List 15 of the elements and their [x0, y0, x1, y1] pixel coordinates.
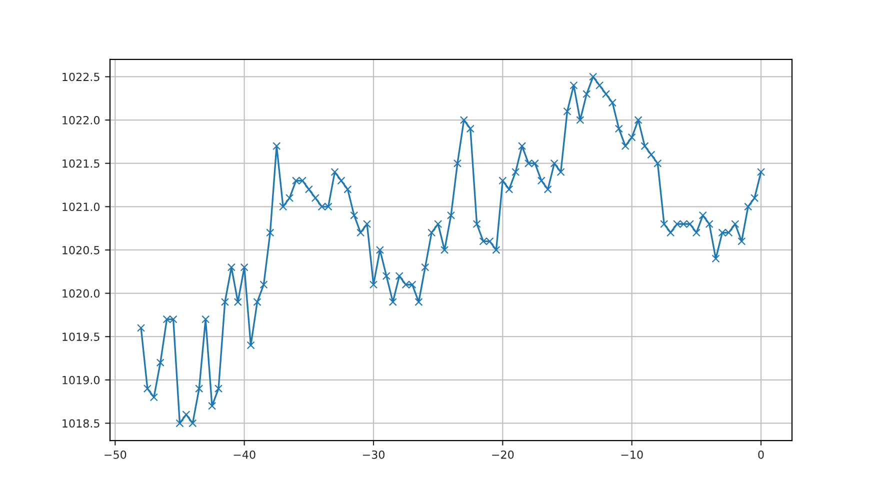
x-tick-label: −10: [621, 450, 643, 459]
x-tick-label: 0: [758, 450, 764, 459]
x-tick-label: −50: [104, 450, 126, 459]
y-tick-label: 1022.5: [62, 72, 100, 82]
y-tick-label: 1020.5: [62, 246, 100, 254]
x-tick-label: −40: [234, 450, 256, 459]
y-tick-label: 1022.0: [62, 116, 100, 124]
y-tick-label: 1021.0: [62, 202, 100, 212]
y-tick-label: 1019.5: [62, 332, 100, 341]
y-tick-label: 1018.5: [62, 419, 100, 428]
x-tick-label: −20: [492, 450, 514, 459]
y-tick-label: 1021.5: [62, 159, 100, 168]
y-tick-label: 1019.0: [62, 376, 100, 384]
y-tick-label: 1020.0: [62, 289, 100, 298]
x-tick-label: −30: [362, 450, 384, 459]
